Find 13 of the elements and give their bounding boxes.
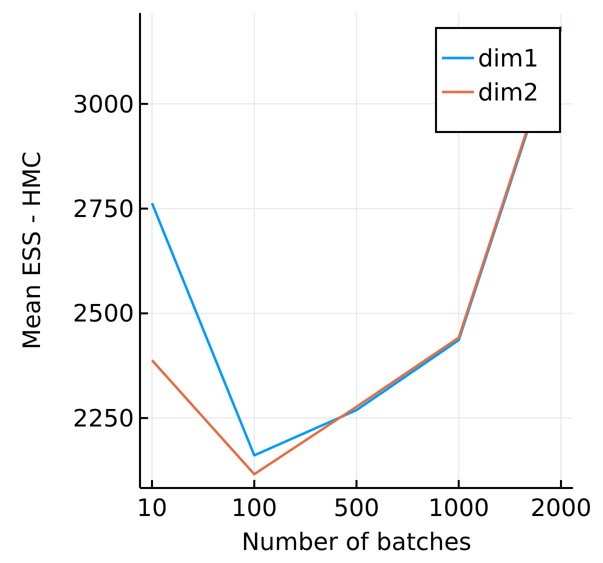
x-tick-label: 1000: [428, 494, 490, 522]
x-tick-label: 2000: [530, 494, 592, 522]
y-tick-label: 3000: [72, 90, 134, 118]
x-tick-label: 500: [334, 494, 380, 522]
y-tick-label: 2750: [72, 195, 134, 224]
legend-label: dim1: [478, 44, 539, 72]
y-tick-label: 2250: [72, 404, 134, 432]
y-axis-title: Mean ESS - HMC: [18, 151, 46, 350]
legend-label: dim2: [478, 78, 539, 106]
x-axis-title: Number of batches: [242, 528, 472, 556]
x-tick-label: 100: [231, 494, 278, 522]
x-tick-label: 10: [136, 494, 168, 522]
y-tick-label: 2500: [72, 300, 134, 328]
